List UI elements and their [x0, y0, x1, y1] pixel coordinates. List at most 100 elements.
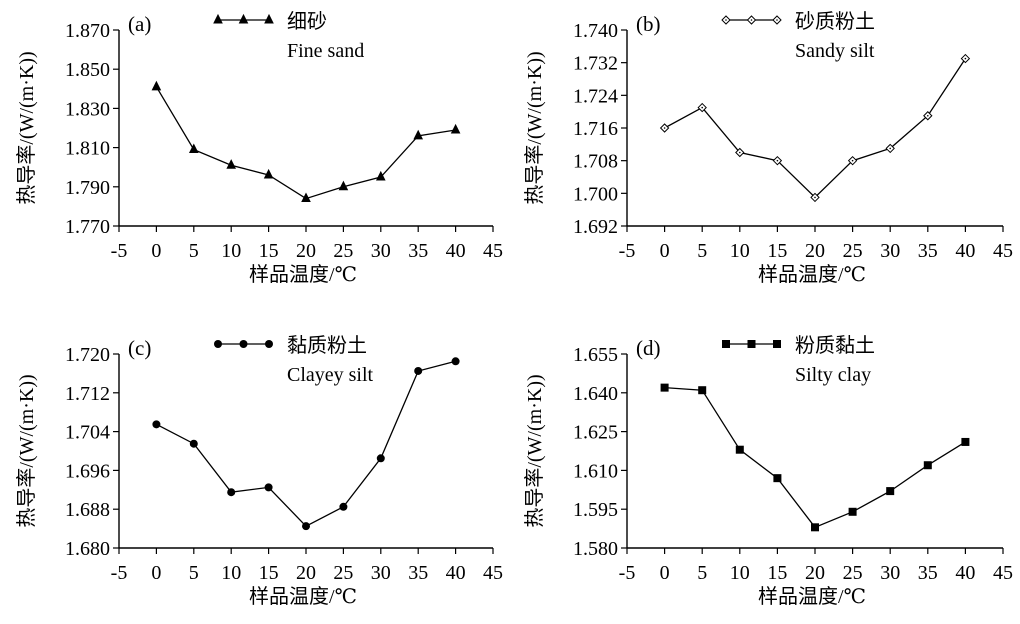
x-tick-label: 5 — [189, 240, 199, 262]
panel-c: 1.680 1.688 1.696 1.704 1.712 1.720 -5 0 5 10 15 20… — [15, 334, 503, 608]
legend-marker — [213, 13, 223, 24]
x-tick-label: 20 — [296, 562, 316, 584]
x-tick-label: 40 — [446, 240, 466, 262]
y-tick-label: 1.724 — [573, 85, 618, 107]
x-axis-title: 样品温度/℃ — [758, 585, 866, 608]
x-axis-title: 样品温度/℃ — [249, 585, 357, 608]
data-point — [188, 143, 199, 154]
data-point — [338, 180, 349, 191]
x-axis-title: 样品温度/℃ — [758, 263, 866, 286]
x-tick-label: 35 — [918, 562, 938, 584]
y-tick-label: 1.716 — [573, 118, 618, 140]
legend-label-cn: 细砂 — [287, 10, 327, 33]
legend-marker-dot — [725, 19, 727, 21]
x-tick-label: 5 — [697, 240, 707, 262]
series-line — [155, 86, 456, 200]
legend: 黏质粉土 Clayey silt — [214, 334, 374, 386]
x-tick-label: 10 — [221, 562, 241, 584]
legend-label-cn: 黏质粉土 — [287, 334, 367, 357]
data-point-dot — [701, 106, 703, 109]
data-point — [923, 461, 932, 470]
data-point-dot — [851, 159, 854, 162]
y-tick-label: 1.692 — [573, 216, 618, 238]
x-tick-label: -5 — [111, 562, 128, 584]
x-tick-label: 20 — [296, 240, 316, 262]
panel-d: 1.580 1.595 1.610 1.625 1.640 1.655 -5 0 5 10 15 20… — [523, 334, 1013, 608]
x-tick-label: 20 — [805, 240, 825, 262]
y-tick-label: 1.810 — [65, 138, 110, 160]
x-tick-label: 0 — [151, 240, 161, 262]
legend-marker — [239, 340, 248, 348]
series-line — [664, 386, 966, 529]
data-point — [413, 129, 424, 140]
y-tick-label: 1.732 — [573, 53, 618, 75]
x-tick-label: 35 — [408, 562, 428, 584]
data-point — [375, 170, 386, 181]
y-tick-label: 1.680 — [65, 538, 110, 560]
data-point — [301, 192, 311, 203]
x-tick-label: -5 — [619, 240, 636, 262]
y-axis-title: 热导率/(W/(m·K)) — [523, 374, 546, 527]
legend-marker-dot — [776, 19, 778, 21]
x-tick-label: 45 — [993, 240, 1013, 262]
panel-a: 1.770 1.790 1.810 1.830 1.850 1.870 -5 0 5 10 15 20… — [15, 10, 503, 286]
data-point-dot — [814, 196, 816, 199]
y-tick-label: 1.625 — [573, 422, 618, 444]
data-point — [414, 366, 423, 375]
x-tick-label: 15 — [259, 240, 279, 262]
legend-marker — [722, 340, 730, 348]
x-tick-label: 45 — [993, 562, 1013, 584]
data-point — [339, 502, 348, 511]
y-tick-label: 1.790 — [65, 177, 110, 199]
data-point — [189, 439, 198, 448]
legend-label-en: Silty clay — [795, 364, 871, 386]
x-tick-label: 15 — [259, 562, 279, 584]
series-line — [156, 360, 456, 528]
legend-marker — [238, 13, 249, 24]
y-tick-label: 1.740 — [573, 20, 618, 42]
legend-marker — [264, 13, 274, 24]
y-tick-label: 1.688 — [65, 499, 110, 521]
y-axis-title: 热导率/(W/(m·K)) — [15, 51, 38, 204]
x-tick-label: 15 — [767, 562, 787, 584]
y-tick-label: 1.595 — [573, 499, 618, 521]
legend-marker-dot — [750, 19, 753, 21]
panel-b: 1.692 1.700 1.708 1.716 1.724 1.732 1.740 -5 0 5 1… — [523, 10, 1013, 286]
y-tick-label: 1.696 — [65, 460, 110, 482]
legend: 细砂 Fine sand — [213, 10, 364, 62]
x-tick-label: 30 — [880, 240, 900, 262]
x-tick-label: 10 — [221, 240, 241, 262]
legend-label-en: Clayey silt — [287, 364, 374, 386]
data-point-dot — [663, 127, 666, 129]
y-tick-label: 1.712 — [65, 383, 110, 405]
data-point — [451, 357, 460, 366]
x-tick-label: -5 — [619, 562, 636, 584]
x-axis-title: 样品温度/℃ — [249, 263, 357, 286]
data-point — [848, 507, 857, 516]
panel-label: (b) — [636, 12, 661, 36]
x-tick-label: 0 — [151, 562, 161, 584]
y-tick-label: 1.655 — [573, 344, 618, 366]
x-tick-label: 5 — [697, 562, 707, 584]
x-tick-label: 0 — [660, 240, 670, 262]
y-axis-title: 热导率/(W/(m·K)) — [523, 51, 546, 204]
panel-label: (a) — [128, 12, 151, 36]
x-tick-label: 30 — [880, 562, 900, 584]
y-tick-label: 1.720 — [65, 344, 110, 366]
y-tick-label: 1.850 — [65, 59, 110, 81]
y-tick-label: 1.640 — [573, 383, 618, 405]
x-tick-label: 5 — [189, 562, 199, 584]
legend-label-cn: 粉质黏土 — [795, 334, 875, 357]
x-tick-label: 40 — [446, 562, 466, 584]
data-point — [773, 474, 782, 483]
y-tick-label: 1.870 — [65, 20, 110, 42]
data-point-dot — [889, 147, 891, 150]
y-tick-label: 1.700 — [573, 183, 618, 205]
x-tick-label: 15 — [767, 240, 787, 262]
legend: 粉质黏土 Silty clay — [722, 334, 875, 386]
y-tick-label: 1.610 — [573, 460, 618, 482]
y-tick-label: 1.704 — [65, 422, 110, 444]
data-point — [698, 386, 707, 395]
x-tick-label: 25 — [843, 240, 863, 262]
